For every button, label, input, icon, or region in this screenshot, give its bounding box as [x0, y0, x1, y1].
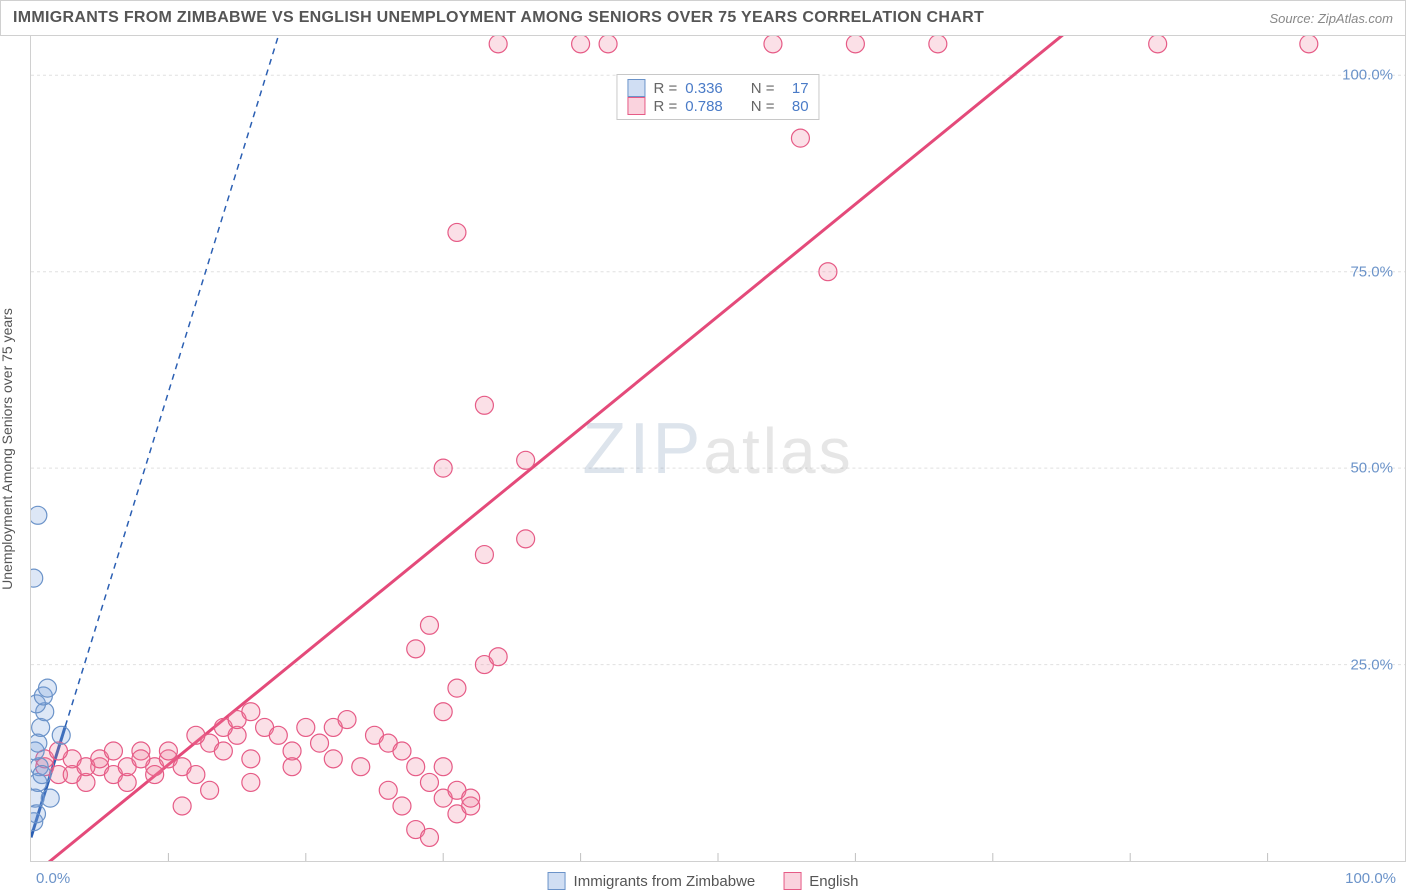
scatter-chart — [31, 36, 1405, 861]
stat-n-label: N = — [751, 98, 775, 115]
stat-n-value: 80 — [783, 98, 809, 115]
stat-swatch — [627, 97, 645, 115]
chart-header: IMMIGRANTS FROM ZIMBABWE VS ENGLISH UNEM… — [0, 0, 1406, 36]
y-tick-100: 100.0% — [1342, 67, 1393, 84]
stat-legend: R = 0.336 N = 17 R = 0.788 N = 80 — [616, 74, 819, 120]
source-credit: Source: ZipAtlas.com — [1269, 11, 1393, 26]
legend-swatch — [783, 872, 801, 890]
chart-container: IMMIGRANTS FROM ZIMBABWE VS ENGLISH UNEM… — [0, 0, 1406, 892]
legend-swatch — [548, 872, 566, 890]
x-tick-100: 100.0% — [1345, 870, 1396, 887]
stat-r-label: R = — [653, 80, 677, 97]
stat-swatch — [627, 79, 645, 97]
y-tick-75: 75.0% — [1350, 263, 1393, 280]
stat-row: R = 0.788 N = 80 — [627, 97, 808, 115]
legend-label: English — [809, 873, 858, 890]
bottom-legend: Immigrants from Zimbabwe English — [548, 872, 859, 890]
stat-r-value: 0.788 — [685, 98, 723, 115]
stat-row: R = 0.336 N = 17 — [627, 79, 808, 97]
legend-label: Immigrants from Zimbabwe — [574, 873, 756, 890]
x-tick-0: 0.0% — [36, 870, 70, 887]
chart-title: IMMIGRANTS FROM ZIMBABWE VS ENGLISH UNEM… — [13, 9, 984, 27]
stat-r-value: 0.336 — [685, 80, 723, 97]
legend-item: English — [783, 872, 858, 890]
stat-n-value: 17 — [783, 80, 809, 97]
stat-r-label: R = — [653, 98, 677, 115]
stat-n-label: N = — [751, 80, 775, 97]
y-axis-label: Unemployment Among Seniors over 75 years — [0, 308, 15, 590]
y-tick-50: 50.0% — [1350, 460, 1393, 477]
y-tick-25: 25.0% — [1350, 656, 1393, 673]
legend-item: Immigrants from Zimbabwe — [548, 872, 756, 890]
plot-area: Unemployment Among Seniors over 75 years… — [30, 36, 1406, 862]
